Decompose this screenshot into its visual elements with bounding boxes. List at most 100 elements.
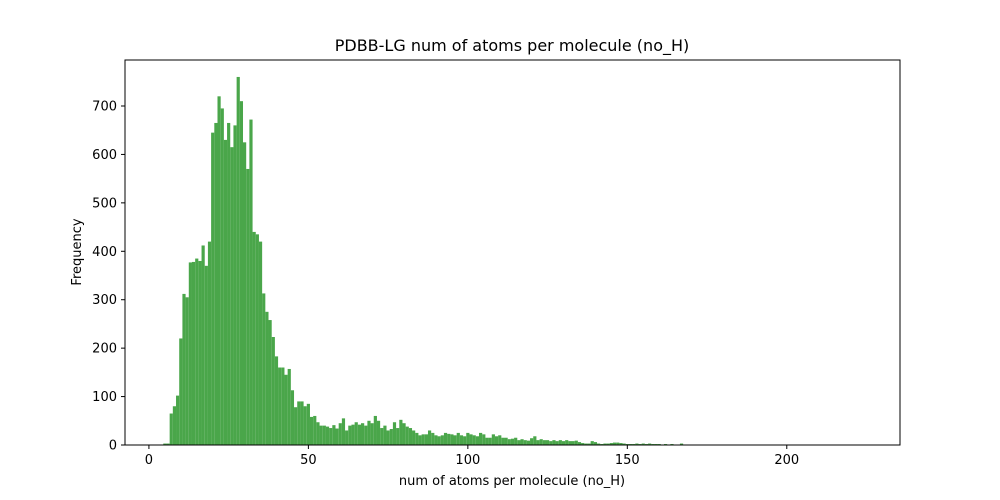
histogram-bar [424, 434, 428, 445]
histogram-bar [262, 293, 266, 445]
histogram-bar [163, 443, 167, 445]
histogram-bar [179, 338, 183, 445]
histogram-bar [574, 440, 578, 445]
histogram-bar [504, 437, 508, 445]
histogram-bar [383, 425, 387, 445]
histogram-bar [491, 434, 495, 445]
histogram-bar [258, 241, 263, 445]
histogram-bar [561, 441, 566, 445]
histogram-bar [402, 423, 406, 445]
histogram-bar [361, 423, 365, 445]
x-tick-label: 100 [455, 453, 480, 468]
histogram-bar [612, 442, 617, 445]
x-tick-label: 200 [774, 453, 799, 468]
histogram-bar [220, 108, 224, 445]
histogram-bar [466, 432, 470, 445]
histogram-bar [227, 122, 231, 445]
histogram-bar [198, 260, 202, 445]
y-tick-label: 100 [92, 390, 117, 405]
histogram-bar [188, 262, 192, 445]
histogram-bar [498, 435, 502, 445]
x-axis-label: num of atoms per molecule (no_H) [399, 474, 625, 489]
histogram-bar [297, 401, 301, 445]
histogram-bar [539, 439, 543, 445]
histogram-bar [571, 441, 575, 445]
histogram-bar [364, 425, 368, 445]
histogram-bar [185, 297, 189, 445]
histogram-bar [488, 437, 492, 445]
histogram-bar [517, 440, 521, 445]
histogram-bar [536, 440, 540, 445]
histogram-bar [479, 432, 483, 445]
histogram-bar [507, 439, 511, 445]
histogram-bar [300, 401, 304, 445]
histogram-bar [590, 441, 594, 445]
histogram-bar [268, 320, 272, 445]
histogram-bar [679, 443, 684, 445]
histogram-bar [201, 245, 205, 445]
histogram-bar [281, 367, 285, 445]
bars-group [160, 76, 900, 446]
plot-area-frame [124, 59, 901, 446]
histogram-bar [530, 438, 534, 445]
histogram-bar [408, 428, 413, 445]
histogram-bar [294, 407, 298, 445]
histogram-bar [453, 435, 457, 445]
histogram-bar [450, 434, 454, 445]
histogram-bar [619, 443, 623, 445]
histogram-bar [367, 420, 371, 445]
histogram-bar [338, 423, 342, 445]
histogram-bar [166, 443, 170, 445]
x-tick-label: 50 [300, 453, 317, 468]
histogram-bar [597, 443, 601, 445]
histogram-bar [434, 435, 438, 445]
histogram-bar [581, 443, 585, 445]
histogram-bar [552, 440, 556, 445]
histogram-bar [207, 241, 212, 445]
histogram-bar [319, 425, 323, 445]
histogram-bar [520, 439, 524, 445]
y-tick-label: 600 [92, 148, 117, 163]
histogram-bar [593, 442, 598, 445]
histogram-bar [603, 443, 607, 445]
histogram-bar [485, 437, 489, 445]
histogram-bar [306, 403, 310, 445]
histogram-bar [558, 440, 562, 445]
histogram-bar [255, 234, 259, 445]
histogram-bar [249, 119, 253, 445]
histogram-bar [341, 418, 346, 445]
histogram-bar [392, 422, 397, 445]
x-axis-ticks: 0 50 100 150 200 [145, 445, 799, 468]
histogram-bar [274, 356, 279, 445]
histogram-bar [351, 424, 355, 445]
histogram-bar [265, 311, 269, 445]
histogram-bar [431, 432, 435, 445]
histogram-bar [290, 390, 295, 445]
histogram-bar [622, 443, 626, 445]
histogram-bar [510, 438, 515, 445]
histogram-bar [287, 368, 291, 445]
histogram-bar [405, 426, 409, 445]
y-tick-label: 200 [92, 342, 117, 357]
histogram-bar [354, 422, 358, 445]
histogram-bar [526, 440, 531, 445]
histogram-bar [482, 434, 486, 445]
histogram-bar [396, 428, 400, 445]
histogram-bar [523, 440, 527, 445]
histogram-bar [348, 425, 352, 445]
histogram-bar [421, 434, 425, 445]
histogram-bar [191, 261, 196, 445]
histogram-bar [472, 435, 476, 445]
histogram-bar [243, 142, 247, 446]
histogram-bar [313, 415, 317, 445]
histogram-bar [463, 436, 467, 445]
histogram-bar [565, 440, 569, 445]
histogram-bar [373, 415, 377, 445]
y-tick-label: 300 [92, 293, 117, 308]
histogram-bar [606, 443, 610, 445]
histogram-bar [176, 395, 180, 445]
y-axis-label: Frequency [70, 218, 85, 285]
histogram-bar [443, 432, 448, 445]
histogram-bar [380, 428, 384, 445]
